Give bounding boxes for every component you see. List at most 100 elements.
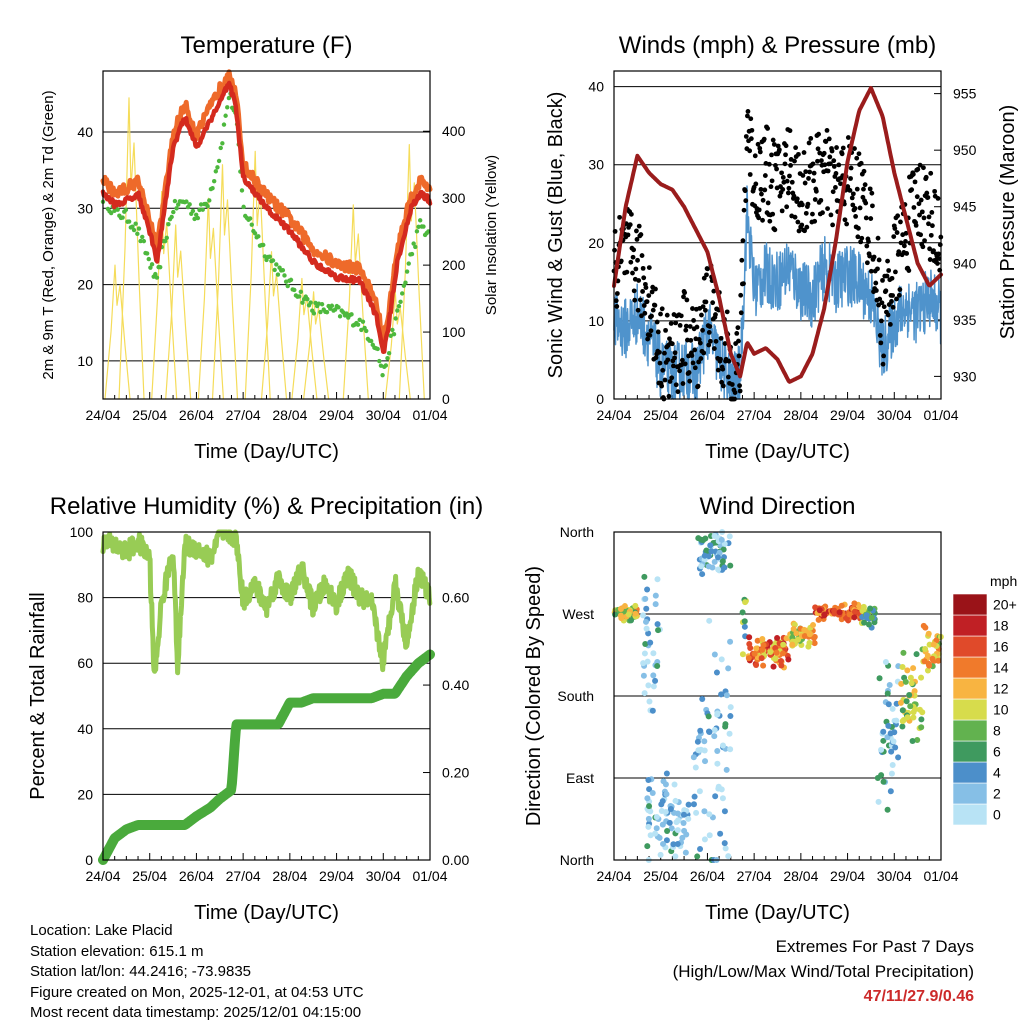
gust-point bbox=[683, 323, 689, 329]
figure-created: Figure created on Mon, 2025-12-01, at 04… bbox=[30, 983, 364, 1001]
gust-point bbox=[858, 239, 864, 245]
gust-point bbox=[665, 357, 671, 363]
gust-point bbox=[802, 228, 807, 234]
gust-point bbox=[904, 251, 910, 256]
gust-point bbox=[811, 170, 817, 176]
gust-point bbox=[696, 337, 702, 342]
x-tick-label: 24/04 bbox=[85, 407, 120, 423]
dewpoint-point bbox=[197, 207, 202, 213]
legend-swatch bbox=[952, 656, 988, 679]
dewpoint-point bbox=[377, 358, 382, 364]
direction-point bbox=[694, 738, 701, 745]
dewpoint-point bbox=[154, 275, 160, 280]
gust-point bbox=[645, 336, 651, 342]
direction-point bbox=[891, 729, 898, 736]
gust-point bbox=[724, 309, 730, 315]
gust-point bbox=[753, 181, 759, 187]
direction-point bbox=[851, 614, 858, 621]
direction-point bbox=[812, 604, 819, 611]
direction-point bbox=[759, 646, 766, 653]
gust-point bbox=[812, 197, 818, 202]
gust-point bbox=[642, 310, 648, 316]
dewpoint-point bbox=[190, 208, 196, 214]
gust-point bbox=[839, 151, 845, 157]
direction-point bbox=[722, 845, 729, 852]
y-tick-label: 40 bbox=[77, 124, 93, 140]
y-tick-label: 20 bbox=[77, 786, 93, 802]
gust-point bbox=[795, 219, 801, 225]
gust-point bbox=[692, 347, 698, 353]
gust-point bbox=[936, 256, 942, 261]
gust-point bbox=[682, 361, 688, 367]
y2-tick-label: 955 bbox=[953, 86, 977, 102]
gust-point bbox=[762, 173, 768, 178]
y-tick-label: 60 bbox=[77, 655, 93, 671]
direction-point bbox=[846, 611, 853, 618]
direction-point bbox=[711, 726, 718, 733]
x-tick-label: 27/04 bbox=[737, 407, 772, 423]
gust-point bbox=[864, 260, 870, 266]
gust-point bbox=[654, 319, 660, 325]
gust-point bbox=[628, 259, 634, 265]
gust-point bbox=[703, 299, 709, 305]
station-pressure-line bbox=[612, 86, 943, 384]
direction-point bbox=[929, 655, 936, 662]
gust-point bbox=[749, 127, 755, 133]
winds-title: Winds (mph) & Pressure (mb) bbox=[619, 32, 936, 59]
direction-point bbox=[705, 713, 712, 720]
direction-point bbox=[690, 801, 697, 808]
gust-point bbox=[868, 268, 874, 274]
dewpoint-point bbox=[215, 165, 220, 170]
solar-ylabel: Solar Insolation (Yellow) bbox=[483, 155, 500, 315]
gust-point bbox=[784, 204, 790, 210]
gust-point bbox=[699, 312, 704, 318]
gust-point bbox=[852, 146, 857, 151]
gust-point bbox=[834, 145, 839, 150]
gust-point bbox=[889, 275, 895, 281]
direction-point bbox=[783, 635, 790, 642]
direction-point bbox=[725, 665, 732, 672]
dewpoint-point bbox=[120, 215, 125, 220]
direction-point bbox=[920, 622, 927, 629]
dewpoint-point bbox=[193, 212, 199, 218]
gust-point bbox=[634, 228, 639, 234]
gust-point bbox=[737, 388, 743, 394]
gust-point bbox=[757, 145, 763, 151]
solar-insolation-peak bbox=[303, 291, 330, 400]
gust-point bbox=[926, 214, 932, 220]
gust-point bbox=[878, 340, 884, 346]
dewpoint-point bbox=[221, 122, 227, 127]
dewpoint-point bbox=[386, 351, 392, 356]
direction-point bbox=[718, 691, 725, 698]
gust-point bbox=[617, 214, 623, 220]
gust-point bbox=[738, 292, 744, 298]
direction-point bbox=[641, 573, 648, 580]
temperature-panel: Temperature (F) Time (Day/UTC) 24/04 25/04 2… bbox=[40, 32, 500, 463]
gust-point bbox=[921, 215, 927, 221]
direction-point bbox=[793, 630, 800, 637]
gust-point bbox=[635, 257, 640, 263]
gust-point bbox=[842, 217, 848, 223]
gust-point bbox=[766, 161, 772, 167]
direction-point bbox=[838, 602, 845, 609]
dewpoint-point bbox=[136, 226, 142, 231]
direction-point bbox=[659, 798, 666, 805]
direction-point bbox=[645, 630, 652, 637]
gust-point bbox=[741, 281, 746, 287]
dewpoint-point bbox=[324, 310, 330, 315]
direction-point bbox=[741, 618, 748, 625]
direction-point bbox=[910, 714, 917, 721]
direction-point bbox=[725, 853, 732, 860]
direction-tick-label: South bbox=[557, 688, 594, 704]
direction-point bbox=[758, 655, 765, 662]
direction-point bbox=[918, 674, 925, 681]
gust-point bbox=[870, 203, 875, 209]
direction-point bbox=[914, 736, 921, 743]
direction-point bbox=[706, 832, 713, 839]
direction-point bbox=[666, 819, 673, 826]
dewpoint-point bbox=[198, 202, 204, 207]
gust-point bbox=[896, 292, 902, 298]
solar-insolation-peak bbox=[384, 291, 411, 400]
direction-point bbox=[642, 641, 649, 648]
